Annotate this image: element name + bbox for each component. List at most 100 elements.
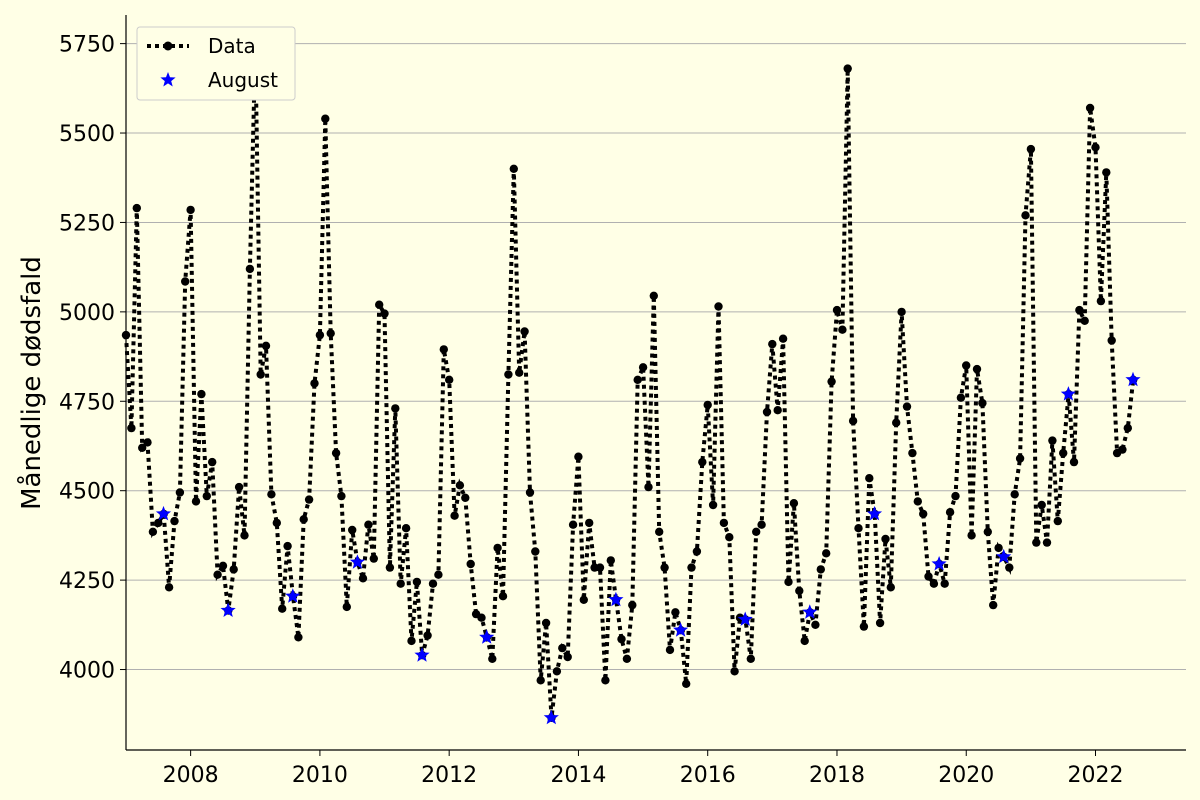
data-point-117: [752, 527, 761, 536]
data-point-153: [945, 508, 955, 517]
series-august: [155, 371, 1141, 725]
data-point-46: [369, 554, 378, 563]
x-tick-label-2016: 2016: [680, 763, 736, 788]
data-point-108: [703, 400, 712, 410]
data-point-165: [1010, 490, 1019, 499]
data-point-15: [202, 491, 211, 501]
data-point-119: [762, 407, 772, 417]
y-tick-label-4250: 4250: [59, 569, 115, 594]
data-point-34: [304, 495, 314, 504]
data-point-93: [622, 654, 632, 663]
data-point-42: [348, 525, 357, 535]
data-point-129: [816, 565, 825, 574]
august-point-14: [1060, 386, 1076, 401]
data-point-124: [789, 499, 799, 508]
data-point-169: [1032, 538, 1041, 547]
data-point-152: [940, 579, 949, 588]
data-point-63: [461, 493, 470, 502]
data-point-125: [795, 586, 804, 595]
data-point-10: [175, 488, 185, 497]
data-point-105: [687, 563, 696, 572]
data-point-111: [719, 518, 729, 528]
y-tick-label-5500: 5500: [59, 122, 115, 147]
data-point-132: [832, 305, 842, 315]
data-point-173: [1053, 516, 1063, 526]
data-point-116: [746, 654, 755, 663]
data-point-2: [132, 203, 141, 213]
data-point-171: [1042, 538, 1052, 547]
y-tick-label-5250: 5250: [59, 211, 115, 236]
august-point-13: [996, 548, 1012, 564]
data-point-0: [121, 330, 131, 340]
data-point-142: [886, 583, 895, 592]
x-tick-label-2010: 2010: [292, 763, 348, 788]
data-point-18: [218, 561, 228, 570]
august-point-0: [155, 505, 172, 521]
data-point-26: [261, 341, 271, 350]
data-point-84: [574, 452, 583, 461]
data-point-143: [892, 418, 901, 427]
data-point-123: [784, 577, 793, 587]
data-point-147: [913, 497, 922, 506]
august-point-10: [802, 604, 818, 619]
data-point-77: [536, 676, 545, 685]
data-point-6: [154, 518, 163, 528]
data-point-166: [1015, 454, 1025, 463]
data-point-88: [595, 563, 605, 572]
x-tick-label-2014: 2014: [550, 763, 606, 788]
data-point-98: [649, 291, 658, 300]
legend: Data August: [136, 26, 296, 101]
legend-august-marker: [160, 72, 176, 87]
data-point-182: [1102, 168, 1111, 177]
data-point-112: [725, 533, 734, 542]
legend-data-marker: [163, 41, 173, 51]
data-point-20: [229, 565, 238, 574]
data-point-179: [1085, 103, 1095, 113]
data-point-16: [208, 457, 217, 467]
data-point-133: [838, 325, 847, 334]
y-tick-label-4750: 4750: [59, 390, 115, 415]
x-axis-ticks: 2008 2010 2012 2014 2016 2018 2020 2022: [163, 750, 1124, 788]
data-point-154: [951, 491, 960, 501]
data-point-57: [428, 579, 438, 588]
data-point-180: [1091, 143, 1100, 152]
data-point-95: [633, 375, 642, 384]
data-point-172: [1048, 436, 1057, 445]
data-point-168: [1026, 144, 1036, 154]
data-point-59: [439, 345, 448, 354]
data-point-48: [380, 309, 389, 318]
data-point-50: [391, 404, 400, 413]
data-point-176: [1069, 457, 1079, 467]
data-point-185: [1118, 445, 1127, 454]
data-point-83: [568, 520, 578, 529]
data-point-33: [299, 515, 308, 524]
data-point-29: [278, 604, 287, 613]
data-point-90: [606, 556, 615, 565]
data-point-96: [638, 363, 648, 372]
data-point-135: [848, 416, 858, 426]
data-point-122: [778, 334, 788, 343]
august-point-3: [349, 554, 365, 569]
data-point-38: [326, 329, 335, 338]
x-tick-label-2008: 2008: [163, 763, 219, 788]
x-tick-label-2012: 2012: [421, 763, 477, 788]
data-point-131: [827, 377, 836, 386]
data-point-146: [908, 448, 917, 458]
data-point-101: [665, 645, 675, 655]
data-point-150: [929, 579, 939, 588]
data-point-11: [181, 277, 190, 286]
legend-box: [136, 26, 296, 101]
data-point-17: [213, 570, 222, 579]
data-point-167: [1021, 211, 1030, 220]
data-point-37: [321, 114, 330, 123]
data-point-102: [671, 608, 680, 617]
x-tick-label-2020: 2020: [938, 763, 994, 788]
august-point-12: [931, 556, 947, 571]
data-point-121: [773, 406, 782, 415]
data-point-32: [294, 633, 303, 642]
data-point-183: [1107, 336, 1116, 345]
data-point-126: [800, 636, 809, 646]
data-point-52: [401, 524, 411, 533]
data-point-106: [692, 547, 702, 556]
